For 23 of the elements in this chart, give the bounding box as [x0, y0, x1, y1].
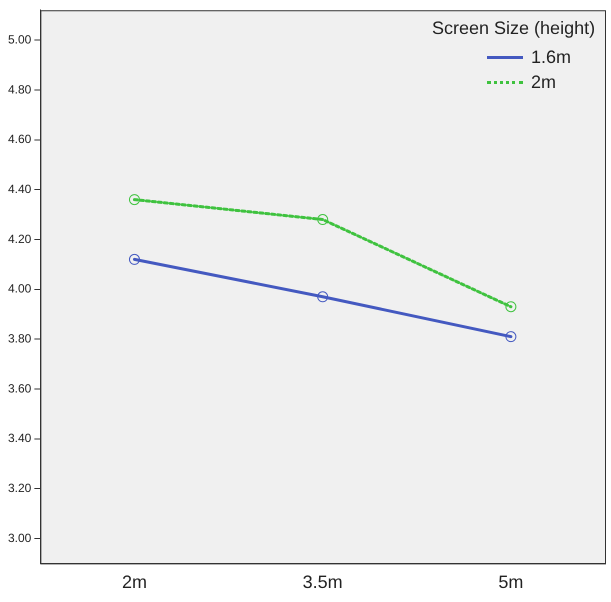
x-tick-label: 3.5m — [302, 572, 343, 592]
point — [505, 331, 516, 342]
y-tick-label: 4.40 — [8, 182, 32, 196]
y-tick-label: 4.80 — [8, 82, 32, 96]
y-tick-label: 4.20 — [8, 232, 32, 246]
y-tick-label: 3.40 — [8, 431, 32, 446]
y-tick-label: 5.00 — [8, 32, 32, 46]
y-tick-label: 4.00 — [8, 282, 32, 296]
legend-label: 2m — [531, 72, 556, 94]
y-tick-label: 4.60 — [8, 132, 32, 146]
legend-label: 1.6m — [531, 47, 572, 68]
y-tick-label: 3.20 — [8, 480, 32, 495]
point — [128, 254, 140, 265]
x-tick-label: 2m — [122, 572, 147, 592]
x-tick-label: 5m — [498, 572, 524, 592]
y-tick-label: 3.80 — [8, 331, 32, 346]
y-tick-label: 3.00 — [8, 530, 32, 545]
point — [128, 194, 140, 206]
point — [505, 301, 516, 312]
legend-title: Screen Size (height) — [432, 18, 596, 40]
point — [317, 291, 328, 302]
point — [317, 214, 328, 226]
y-tick-label: 3.60 — [8, 381, 32, 396]
